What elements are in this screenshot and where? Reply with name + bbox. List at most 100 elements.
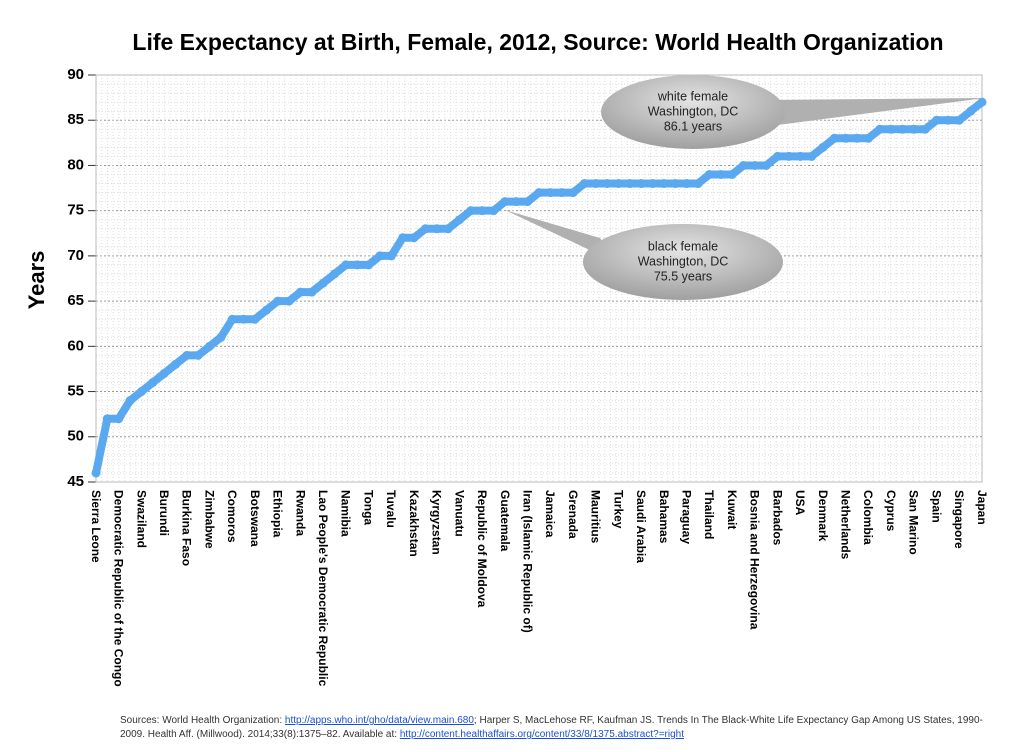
- y-tick-label: 85: [67, 111, 84, 128]
- callout-text: white female: [657, 89, 728, 103]
- data-point: [659, 179, 669, 189]
- y-tick-label: 50: [67, 428, 84, 445]
- x-tick-label: Paraguay: [679, 490, 693, 544]
- data-point: [182, 350, 192, 360]
- x-tick-label: Colombia: [861, 490, 875, 545]
- data-point: [239, 314, 249, 324]
- data-point: [750, 160, 760, 170]
- data-point: [432, 224, 442, 234]
- x-tick-label: Jamaica: [543, 490, 557, 538]
- x-tick-label: Iran (Islamic Republic of): [520, 490, 534, 633]
- x-tick-label: Lao People's Democratic Republic: [316, 490, 330, 687]
- data-point: [875, 124, 885, 134]
- data-point: [114, 414, 124, 424]
- x-tick-label: Mauritius: [589, 490, 603, 544]
- data-point: [761, 160, 771, 170]
- x-tick-label: Cyprus: [884, 490, 898, 532]
- data-point: [454, 215, 464, 225]
- data-point: [102, 414, 112, 424]
- data-point: [954, 115, 964, 125]
- data-point: [307, 287, 317, 297]
- data-point: [909, 124, 919, 134]
- x-tick-label: Tonga: [361, 490, 375, 525]
- x-tick-label: Swaziland: [134, 490, 148, 548]
- y-tick-label: 70: [67, 247, 84, 264]
- data-point: [591, 179, 601, 189]
- data-point: [523, 197, 533, 207]
- callout-text: 75.5 years: [654, 269, 712, 283]
- x-tick-label: Kazakhstan: [407, 490, 421, 557]
- data-point: [977, 97, 987, 107]
- data-point: [443, 224, 453, 234]
- data-point: [227, 314, 237, 324]
- data-point: [250, 314, 260, 324]
- callout-text: black female: [648, 239, 718, 253]
- data-point: [91, 468, 101, 478]
- data-point: [477, 206, 487, 216]
- source-link[interactable]: http://content.healthaffairs.org/content…: [399, 729, 685, 740]
- data-point: [693, 179, 703, 189]
- data-point: [193, 350, 203, 360]
- data-point: [171, 359, 181, 369]
- data-point: [420, 224, 430, 234]
- data-point: [511, 197, 521, 207]
- data-point: [716, 169, 726, 179]
- data-point: [375, 251, 385, 261]
- x-tick-label: Bosnia and Herzegovina: [748, 490, 762, 630]
- x-tick-label: Ethiopia: [271, 490, 285, 538]
- data-point: [545, 188, 555, 198]
- data-point: [795, 151, 805, 161]
- data-point: [398, 233, 408, 243]
- data-point: [636, 179, 646, 189]
- source-link[interactable]: http://apps.who.int/gho/data/view.main.6…: [284, 715, 474, 726]
- data-point: [966, 106, 976, 116]
- data-point: [932, 115, 942, 125]
- plot-frame: [95, 74, 983, 483]
- x-tick-label: Turkey: [611, 490, 625, 529]
- callout-bubble: [583, 224, 783, 300]
- data-point: [841, 133, 851, 143]
- chart-title: Life Expectancy at Birth, Female, 2012, …: [132, 29, 943, 55]
- data-point: [602, 179, 612, 189]
- data-point: [261, 305, 271, 315]
- callout-tail: [505, 210, 615, 262]
- data-point: [784, 151, 794, 161]
- data-point: [818, 142, 828, 152]
- x-tick-label: Republic of Moldova: [475, 490, 489, 608]
- chart: Life Expectancy at Birth, Female, 2012, …: [24, 29, 989, 687]
- y-tick-label: 90: [67, 66, 84, 83]
- data-point: [579, 179, 589, 189]
- callout-text: 86.1 years: [664, 119, 722, 133]
- x-tick-label: Zimbabwe: [202, 490, 216, 549]
- callout-tail: [760, 98, 985, 126]
- x-tick-label: Comoros: [225, 490, 239, 543]
- x-tick-label: Burkina Faso: [180, 490, 194, 566]
- y-tick-label: 45: [67, 473, 84, 490]
- data-point: [727, 169, 737, 179]
- x-tick-label: Grenada: [566, 490, 580, 539]
- x-tick-label: Vanuatu: [452, 490, 466, 537]
- x-tick-label: Netherlands: [839, 490, 853, 560]
- x-tick-label: San Marino: [907, 490, 921, 555]
- data-point: [159, 368, 169, 378]
- x-tick-label: Singapore: [952, 490, 966, 549]
- x-tick-label: Kyrgyzstan: [430, 490, 444, 555]
- data-point: [920, 124, 930, 134]
- data-point: [318, 278, 328, 288]
- x-tick-label: Spain: [929, 490, 943, 523]
- callout-bubble: [601, 75, 785, 149]
- y-tick-label: 75: [67, 202, 84, 219]
- x-tick-label: Denmark: [816, 490, 830, 542]
- x-tick-label: Barbados: [770, 490, 784, 546]
- data-point: [500, 197, 510, 207]
- x-tick-label: Rwanda: [293, 490, 307, 536]
- y-tick-label: 65: [67, 292, 84, 309]
- x-tick-label: Tuvalu: [384, 490, 398, 528]
- data-point: [136, 387, 146, 397]
- callout-text: Washington, DC: [648, 104, 739, 118]
- data-point: [216, 332, 226, 342]
- x-tick-label: Thailand: [702, 490, 716, 539]
- data-point: [330, 269, 340, 279]
- data-point: [205, 341, 215, 351]
